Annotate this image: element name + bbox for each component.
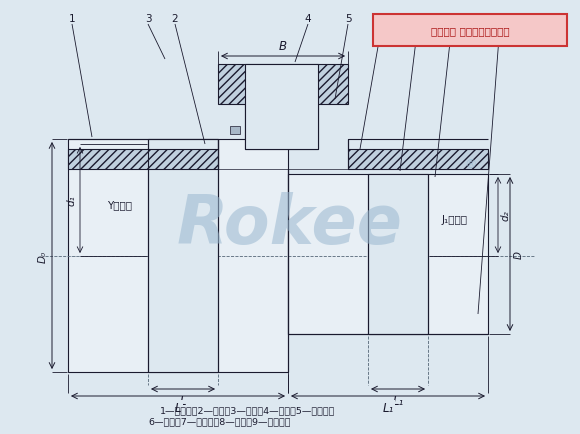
Bar: [368, 174, 428, 334]
Text: d₁: d₁: [67, 195, 77, 206]
Text: 1—制动轮；2—螺栌；3—垫圈；4—外套；5—内挡板；: 1—制动轮；2—螺栌；3—垫圈；4—外套；5—内挡板；: [160, 405, 336, 414]
Text: 6—柱销；7—外挡圈；8—挡圈；9—半联轴器: 6—柱销；7—外挡圈；8—挡圈；9—半联轴器: [148, 417, 291, 425]
Text: L₁: L₁: [393, 394, 404, 407]
Bar: [230, 127, 240, 135]
Polygon shape: [68, 140, 218, 170]
Text: 5: 5: [345, 14, 351, 24]
Text: 3: 3: [144, 14, 151, 24]
Text: 1: 1: [68, 14, 75, 24]
Text: Y型轴孔: Y型轴孔: [107, 200, 132, 210]
Text: 8: 8: [449, 14, 455, 24]
FancyBboxPatch shape: [373, 15, 567, 47]
Text: Rokee: Rokee: [177, 191, 403, 257]
Text: d₂: d₂: [501, 210, 511, 221]
Text: 6: 6: [379, 14, 385, 24]
Text: 版权所有 侵权必被严厉追究: 版权所有 侵权必被严厉追究: [431, 26, 509, 36]
Text: L: L: [175, 401, 182, 414]
Polygon shape: [348, 140, 488, 170]
Text: 2: 2: [172, 14, 178, 24]
Text: 4: 4: [304, 14, 311, 24]
Text: L₁: L₁: [382, 401, 394, 414]
Bar: [245, 65, 318, 150]
Text: L: L: [180, 394, 186, 407]
Text: D₀: D₀: [38, 250, 48, 262]
Text: J₁型轴孔: J₁型轴孔: [442, 214, 468, 224]
Bar: [218, 65, 348, 105]
Bar: [68, 140, 288, 372]
Text: ®: ®: [464, 158, 476, 171]
Text: 9: 9: [496, 14, 503, 24]
Bar: [245, 105, 318, 150]
Text: 7: 7: [415, 14, 421, 24]
Text: D: D: [514, 250, 524, 258]
Bar: [288, 174, 488, 334]
Bar: [148, 140, 218, 372]
Text: B: B: [279, 40, 287, 53]
